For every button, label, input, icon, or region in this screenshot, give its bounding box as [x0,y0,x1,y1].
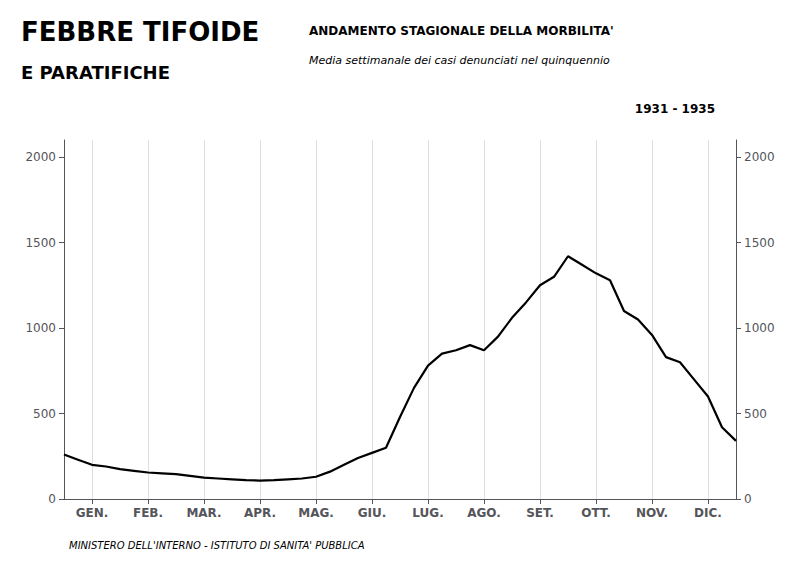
svg-text:E PARATIFICHE: E PARATIFICHE [21,62,170,83]
svg-text:1000: 1000 [744,321,775,335]
svg-text:MINISTERO DELL'INTERNO - ISTIT: MINISTERO DELL'INTERNO - ISTITUTO DI SAN… [69,540,365,551]
svg-text:1500: 1500 [25,236,56,250]
svg-text:Media settimanale dei casi den: Media settimanale dei casi denunciati ne… [309,54,610,67]
svg-text:GIU.: GIU. [358,506,387,520]
svg-text:500: 500 [744,407,767,421]
svg-text:APR.: APR. [244,506,276,520]
svg-text:NOV.: NOV. [636,506,668,520]
svg-text:MAR.: MAR. [186,506,221,520]
svg-text:1500: 1500 [744,236,775,250]
svg-text:ANDAMENTO STAGIONALE DELLA MOR: ANDAMENTO STAGIONALE DELLA MORBILITA' [309,24,614,38]
svg-text:2000: 2000 [744,150,775,164]
svg-text:0: 0 [48,492,56,506]
svg-text:DIC.: DIC. [694,506,722,520]
svg-text:GEN.: GEN. [76,506,109,520]
svg-text:0: 0 [744,492,752,506]
svg-text:1000: 1000 [25,321,56,335]
svg-text:SET.: SET. [526,506,554,520]
svg-text:MAG.: MAG. [298,506,334,520]
svg-text:FEBBRE TIFOIDE: FEBBRE TIFOIDE [21,17,259,47]
svg-text:FEB.: FEB. [133,506,163,520]
svg-text:2000: 2000 [25,150,56,164]
svg-text:500: 500 [33,407,56,421]
svg-text:OTT.: OTT. [581,506,611,520]
svg-text:AGO.: AGO. [467,506,501,520]
svg-text:1931 - 1935: 1931 - 1935 [635,102,715,116]
svg-text:LUG.: LUG. [412,506,443,520]
